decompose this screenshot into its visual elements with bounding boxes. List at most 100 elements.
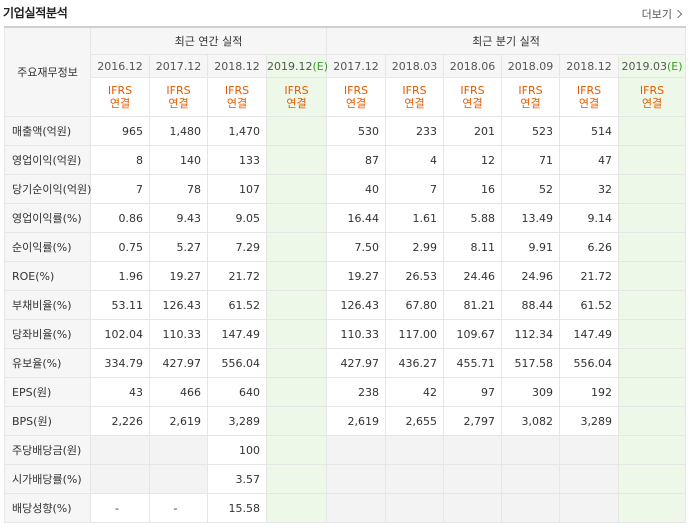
- quarter-value-cell: [385, 464, 445, 494]
- annual-group-header: 최근 연간 실적: [89, 26, 328, 55]
- quarter-value-cell: 3,082: [501, 406, 561, 436]
- table-row: 순이익률(%) 0.75 5.27 7.29 7.50 2.99 8.11 9.91 6.26: [4, 232, 687, 262]
- annual-value-cell: 133: [207, 145, 267, 175]
- annual-period-header: 2019.12(E): [265, 54, 328, 78]
- ifrs-label: IFRS: [518, 84, 543, 97]
- quarter-value-cell: 5.88: [443, 203, 503, 233]
- annual-value-cell: [265, 319, 328, 349]
- annual-value-cell: 5.27: [149, 232, 208, 262]
- annual-value-cell: 19.27: [149, 261, 208, 291]
- consolidated-label: 연결: [109, 97, 131, 110]
- annual-value-cell: 0.86: [90, 203, 150, 233]
- consolidated-label: 연결: [520, 97, 541, 110]
- annual-value-cell: [265, 464, 328, 494]
- quarter-value-cell: [443, 464, 503, 494]
- quarter-value-cell: 16.44: [326, 203, 387, 233]
- row-label: 유보율(%): [4, 348, 91, 378]
- quarter-value-cell: 436.27: [385, 348, 445, 378]
- quarter-value-cell: 201: [443, 116, 503, 146]
- quarter-value-cell: 309: [501, 377, 561, 407]
- quarter-value-cell: 9.14: [559, 203, 620, 233]
- quarter-value-cell: 530: [326, 116, 387, 146]
- annual-value-cell: -: [90, 493, 150, 523]
- quarter-value-cell: [618, 232, 687, 262]
- more-link[interactable]: 더보기: [641, 6, 683, 22]
- annual-value-cell: [149, 435, 208, 465]
- quarter-value-cell: 109.67: [443, 319, 503, 349]
- annual-value-cell: [265, 116, 328, 146]
- quarter-value-cell: 42: [385, 377, 445, 407]
- annual-value-cell: 556.04: [207, 348, 267, 378]
- quarter-period-header: 2017.12: [326, 54, 387, 78]
- quarter-value-cell: 61.52: [559, 290, 620, 320]
- annual-value-cell: [265, 261, 328, 291]
- annual-value-cell: 965: [90, 116, 150, 146]
- quarter-period-header: 2018.03: [385, 54, 445, 78]
- annual-value-cell: 140: [149, 145, 208, 175]
- annual-value-cell: 8: [90, 145, 150, 175]
- table-row: 매출액(억원) 965 1,480 1,470 530 233 201 523 514: [4, 116, 687, 146]
- quarter-value-cell: [618, 406, 687, 436]
- quarter-value-cell: [618, 145, 687, 175]
- ifrs-label: IFRS: [224, 84, 250, 97]
- annual-ifrs-header: IFRS 연결: [90, 77, 150, 117]
- table-row: 당기순이익(억원) 7 78 107 40 7 16 52 32: [4, 174, 687, 204]
- quarter-period-header: 2019.03(E): [618, 54, 687, 78]
- annual-value-cell: 334.79: [90, 348, 150, 378]
- annual-value-cell: [265, 435, 328, 465]
- quarter-value-cell: 2.99: [385, 232, 445, 262]
- financial-table: 주요재무정보 최근 연간 실적 최근 분기 실적 2016.12 2017.12 2…: [4, 26, 687, 523]
- annual-value-cell: 3,289: [207, 406, 267, 436]
- period-label: 2017.12: [155, 59, 202, 73]
- consolidated-label: 연결: [168, 97, 189, 110]
- quarter-period-header: 2018.09: [501, 54, 561, 78]
- consolidated-label: 연결: [404, 97, 425, 110]
- row-label: 시가배당률(%): [4, 464, 91, 494]
- row-label: ROE(%): [4, 261, 91, 291]
- annual-value-cell: 102.04: [90, 319, 150, 349]
- annual-value-cell: [265, 348, 328, 378]
- period-label: 2016.12: [97, 59, 143, 73]
- quarter-value-cell: 32: [559, 174, 620, 204]
- quarter-value-cell: [618, 290, 687, 320]
- quarter-value-cell: [326, 493, 387, 523]
- table-row: 배당성향(%) - -15.58: [4, 493, 687, 523]
- quarter-value-cell: 7.50: [326, 232, 387, 262]
- quarter-value-cell: [618, 464, 687, 494]
- annual-value-cell: 126.43: [149, 290, 208, 320]
- ifrs-label: IFRS: [166, 84, 191, 97]
- quarter-value-cell: 16: [443, 174, 503, 204]
- annual-value-cell: [90, 435, 150, 465]
- quarter-value-cell: [618, 435, 687, 465]
- annual-value-cell: 61.52: [207, 290, 267, 320]
- annual-value-cell: 0.75: [90, 232, 150, 262]
- table-body: 매출액(억원) 965 1,480 1,470 530 233 201 523 514 영업이익(…: [4, 116, 687, 523]
- row-label: 배당성향(%): [4, 493, 91, 523]
- annual-value-cell: [149, 464, 208, 494]
- annual-value-cell: [265, 493, 328, 523]
- quarter-ifrs-header: IFRS 연결: [385, 77, 445, 117]
- ifrs-label: IFRS: [284, 84, 309, 97]
- annual-value-cell: 1.96: [90, 261, 150, 291]
- quarter-value-cell: 26.53: [385, 261, 445, 291]
- quarter-value-cell: [385, 435, 445, 465]
- quarter-value-cell: 2,619: [326, 406, 387, 436]
- annual-value-cell: [265, 290, 328, 320]
- more-label[interactable]: 더보기: [641, 8, 672, 21]
- annual-value-cell: [265, 203, 328, 233]
- quarter-value-cell: [618, 174, 687, 204]
- quarter-ifrs-header: IFRS 연결: [501, 77, 561, 117]
- annual-value-cell: 9.05: [207, 203, 267, 233]
- quarter-value-cell: 4: [385, 145, 445, 175]
- row-label: 당좌비율(%): [4, 319, 91, 349]
- quarter-value-cell: 24.96: [501, 261, 561, 291]
- ifrs-label: IFRS: [639, 84, 665, 97]
- quarter-value-cell: [618, 377, 687, 407]
- row-label: 부채비율(%): [4, 290, 91, 320]
- row-label: 순이익률(%): [4, 232, 91, 262]
- ifrs-label: IFRS: [343, 84, 369, 97]
- quarter-value-cell: [618, 319, 687, 349]
- quarter-value-cell: 3,289: [559, 406, 620, 436]
- quarter-value-cell: 517.58: [501, 348, 561, 378]
- annual-value-cell: [265, 145, 328, 175]
